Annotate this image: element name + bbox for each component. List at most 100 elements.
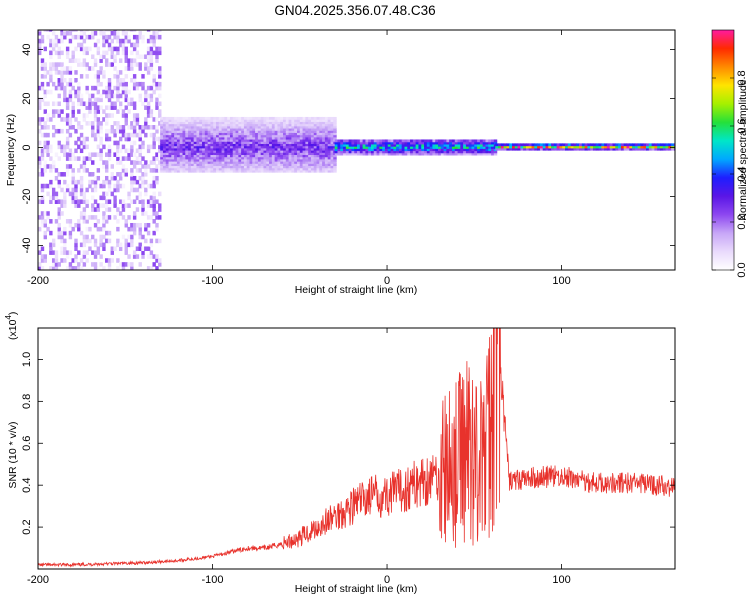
spectrogram-cell [79,140,84,146]
spectrogram-cell [241,161,245,164]
spectrogram-cell [85,101,89,107]
spectrogram-cell [643,147,647,151]
spectrogram-cell [313,119,318,122]
spectrogram-cell [54,175,59,181]
spectrogram-cell [229,134,234,138]
spectrogram-cell [246,152,251,156]
spectrogram-cell [221,158,225,162]
spectrogram-cell [382,148,386,152]
spectrogram-cell [171,145,175,149]
spectrogram-cell [79,183,84,189]
spectrogram-cell [410,150,414,154]
spectrogram-cell [340,152,344,156]
spectrogram-cell [107,78,112,83]
spectrogram-cell [105,179,109,185]
spectrogram-cell [327,161,332,164]
spectrogram-cell [319,136,323,140]
spectrogram-cell [260,143,265,147]
spectrogram-cell [49,156,53,161]
spectrogram-cell [280,121,284,125]
spectrogram-cell [296,116,301,120]
spectrogram-cell [460,148,464,152]
spectrogram-cell [429,150,434,154]
spectrogram-cell [310,150,315,153]
spectrogram-cell [280,134,284,138]
spectrogram-cell [319,123,323,127]
spectrogram-cell [280,125,284,129]
spectrogram-cell [241,130,245,133]
spectrogram-cell [43,234,47,240]
spectrogram-cell [165,136,170,140]
spectrogram-cell [313,154,318,158]
spectrogram-cell [384,146,389,149]
spectrogram-cell [249,156,253,160]
spectrogram-cell [107,207,112,212]
spectrogram-cell [174,138,178,142]
spectrogram-cell [113,93,117,99]
spectrogram-cell [407,148,411,152]
spectrogram-cell [130,234,134,240]
spectrogram-cell [415,148,420,152]
spectrogram-cell [146,38,151,44]
spectrogram-cell [337,141,341,145]
spectrogram-cell [46,70,50,75]
spectrogram-cell [74,242,78,248]
spectrogram-cell [308,123,312,127]
spectrogram-cell [43,140,47,146]
spectrogram-cell [368,150,372,154]
spectrogram-cell [221,154,225,158]
spectrogram-cell [488,141,492,145]
spectrogram-cell [165,125,170,129]
spectrogram-cell [313,165,318,169]
spectrogram-cell [345,152,350,156]
spectrogram-cell [539,143,544,147]
spectrogram-cell [249,141,253,144]
spectrogram-cell [146,105,151,110]
spectrogram-cell [204,147,209,151]
spectrogram-cell [43,219,47,224]
spectrogram-cell [266,134,270,138]
spectrogram-cell [155,199,159,204]
spectrogram-cell [357,143,361,147]
spectrogram-cell [322,132,326,136]
spectrogram-cell [246,134,251,138]
spectrogram-cell [185,145,189,149]
spectrogram-cell [79,175,84,181]
spectrogram-cell [85,46,89,52]
spectrogram-cell [171,167,175,171]
spectrogram-cell [152,78,156,83]
spectrogram-cell [340,141,344,145]
spectrogram-cell [252,134,256,138]
spectrogram-cell [488,139,492,143]
spectrogram-cell [49,62,53,67]
spectrogram-cell [49,38,53,44]
spectrogram-cell [162,161,167,164]
spectrogram-cell [116,121,120,126]
spectrogram-cell [252,136,256,140]
spectrogram-cell [285,141,290,144]
spectrogram-cell [319,150,323,153]
spectrogram-cell [146,50,151,56]
spectrogram-cell [291,150,295,153]
spectrogram-cell [224,134,228,138]
spectrogram-cell [241,156,245,160]
spectrogram-cell [451,148,456,152]
spectrogram-cell [199,147,203,151]
spectrogram-cell [457,143,461,147]
spectrogram-cell [396,146,400,149]
spectrogram-cell [266,150,270,153]
spectrogram-cell [144,132,148,138]
spectrogram-cell [168,156,172,160]
spectrogram-cell [308,132,312,136]
spectrogram-cell [283,161,287,164]
spectrogram-cell [185,169,189,173]
spectrogram-cell [252,167,256,171]
spectrogram-cell [376,143,380,147]
spectrogram-cell [71,125,75,130]
spectrogram-cell [46,226,50,232]
spectrogram-cell [168,152,172,156]
spectrogram-cell [124,250,128,255]
spectrogram-cell [130,78,134,83]
spectrogram-cell [54,168,59,173]
spectrogram-cell [138,191,142,197]
